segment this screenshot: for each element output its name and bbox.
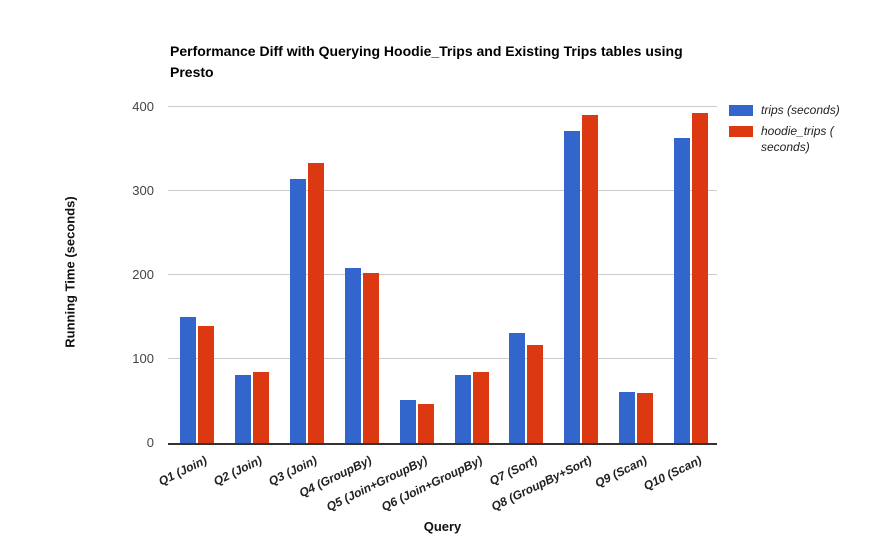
bar-group xyxy=(552,107,607,443)
y-tick-label: 400 xyxy=(132,99,154,114)
x-tick-label: Q1 (Join) xyxy=(156,453,210,489)
bar-group xyxy=(333,107,388,443)
bar-group xyxy=(443,107,498,443)
bar-group xyxy=(662,107,717,443)
bar-group xyxy=(388,107,443,443)
bar-trips xyxy=(289,179,306,443)
bar-trips xyxy=(234,374,251,443)
bar-group xyxy=(497,107,552,443)
bar-hoodie-trips xyxy=(252,372,269,443)
bar-hoodie-trips xyxy=(307,163,324,443)
y-tick-label: 200 xyxy=(132,267,154,282)
bar-trips xyxy=(180,317,196,443)
gridline xyxy=(168,190,717,191)
bar-hoodie-trips xyxy=(198,326,214,443)
gridline xyxy=(168,274,717,275)
y-axis-title: Running Time (seconds) xyxy=(62,196,78,348)
bar-group xyxy=(607,107,662,443)
bar-trips xyxy=(564,131,581,443)
legend-label: hoodie_trips ( seconds) xyxy=(761,124,834,154)
bar-group xyxy=(168,107,223,443)
y-tick-label: 300 xyxy=(132,183,154,198)
legend-swatch xyxy=(729,105,753,116)
x-tick-label: Q2 (Join) xyxy=(211,453,265,489)
x-tick-label: Q9 (Scan) xyxy=(592,453,649,491)
gridline xyxy=(168,106,717,107)
bar-hoodie-trips xyxy=(417,404,434,443)
bar-trips xyxy=(344,268,361,443)
x-axis-title: Query xyxy=(423,519,462,534)
plot-area xyxy=(168,106,717,445)
chart-title: Performance Diff with Querying Hoodie_Tr… xyxy=(170,43,683,80)
bar-hoodie-trips xyxy=(582,115,599,443)
bar-hoodie-trips xyxy=(362,273,379,443)
bar-group xyxy=(223,107,278,443)
legend-swatch xyxy=(729,126,753,137)
bar-group xyxy=(278,107,333,443)
legend-label: trips (seconds) xyxy=(761,103,840,117)
gridline xyxy=(168,358,717,359)
legend-item: hoodie_trips ( seconds) xyxy=(729,123,881,155)
x-tick-label: Q8 (GroupBy+Sort) xyxy=(489,453,594,514)
bar-trips xyxy=(399,400,416,443)
bar-trips xyxy=(509,332,526,443)
bar-hoodie-trips xyxy=(637,392,654,443)
y-tick-label: 100 xyxy=(132,351,154,366)
x-tick-label: Q6 (Join+GroupBy) xyxy=(378,453,485,514)
legend: trips (seconds) hoodie_trips ( seconds) xyxy=(729,102,881,160)
bar-hoodie-trips xyxy=(527,344,544,443)
x-tick-label: Q10 (Scan) xyxy=(641,453,704,494)
bar-trips xyxy=(674,138,691,443)
y-tick-label: 0 xyxy=(146,435,154,450)
bar-hoodie-trips xyxy=(472,371,489,443)
legend-item: trips (seconds) xyxy=(729,102,881,118)
bar-trips xyxy=(454,374,471,443)
bar-trips xyxy=(619,391,636,443)
bar-hoodie-trips xyxy=(692,112,709,443)
